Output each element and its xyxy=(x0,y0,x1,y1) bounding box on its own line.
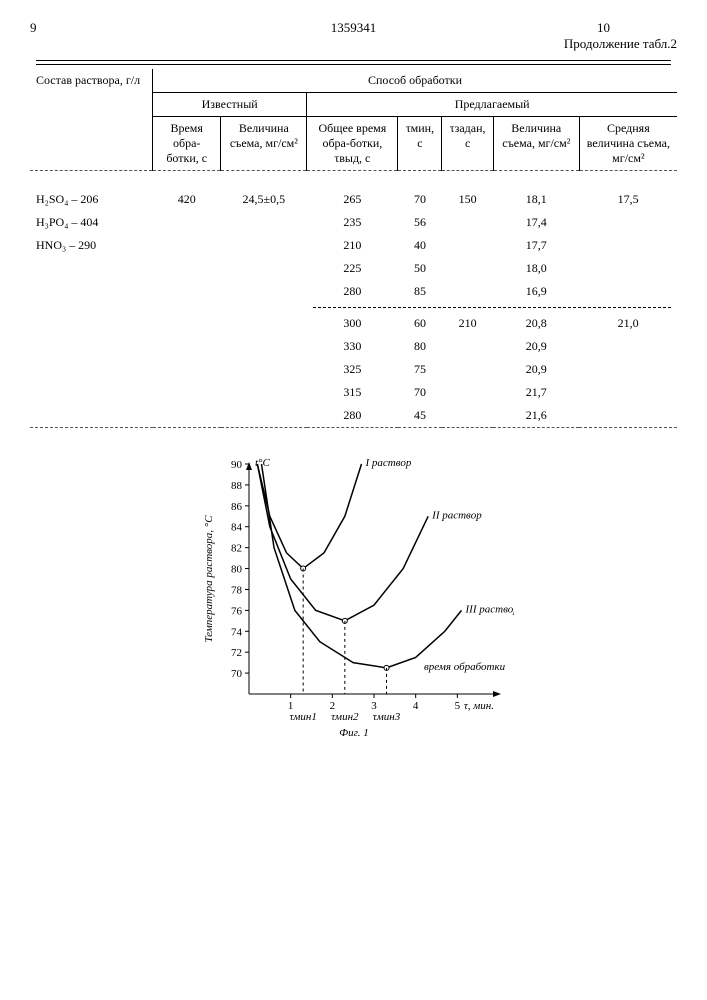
col-tau-zadan: τзадан, с xyxy=(442,117,493,171)
cell: 18,0 xyxy=(493,257,579,280)
svg-text:76: 76 xyxy=(231,605,243,617)
svg-text:86: 86 xyxy=(231,501,243,513)
cell: 235 xyxy=(307,211,398,234)
figure-1: 707274767880828486889012345t°CТемператур… xyxy=(30,449,677,739)
cell: 315 xyxy=(307,381,398,404)
col-method: Способ обработки xyxy=(153,69,678,93)
svg-text:84: 84 xyxy=(231,522,243,534)
cell: 60 xyxy=(398,312,442,335)
svg-text:72: 72 xyxy=(231,647,242,659)
cell: 330 xyxy=(307,335,398,358)
col-known-val: Величина съема, мг/см² xyxy=(221,117,307,171)
table-row: 280 45 21,6 xyxy=(30,404,677,428)
svg-text:τмин3: τмин3 xyxy=(372,711,400,723)
cell: 18,1 xyxy=(493,188,579,211)
svg-text:90: 90 xyxy=(231,459,243,471)
table-continuation-label: Продолжение табл.2 xyxy=(30,36,677,52)
col-proposed: Предлагаемый xyxy=(307,93,677,117)
col-compos: Состав раствора, г/л xyxy=(30,69,153,171)
table-row: 315 70 21,7 xyxy=(30,381,677,404)
cell: 265 xyxy=(307,188,398,211)
col-known: Известный xyxy=(153,93,307,117)
svg-text:I раствор: I раствор xyxy=(364,457,411,469)
svg-text:78: 78 xyxy=(231,584,243,596)
svg-text:82: 82 xyxy=(231,543,242,555)
cell: 210 xyxy=(307,234,398,257)
table-row: H₃PO₄ – 404 235 56 17,4 xyxy=(30,211,677,234)
cell: 16,9 xyxy=(493,280,579,303)
table-row: HNO₃ – 290 210 40 17,7 xyxy=(30,234,677,257)
col-val: Величина съема, мг/см² xyxy=(493,117,579,171)
svg-text:5: 5 xyxy=(454,700,460,712)
cell: 56 xyxy=(398,211,442,234)
svg-text:III раствор: III раствор xyxy=(464,603,514,615)
chem-3: HNO₃ – 290 xyxy=(30,234,153,257)
cell: 24,5±0,5 xyxy=(221,188,307,211)
cell: 17,7 xyxy=(493,234,579,257)
svg-text:τмин2: τмин2 xyxy=(331,711,359,723)
cell: 280 xyxy=(307,280,398,303)
svg-text:74: 74 xyxy=(231,626,243,638)
cell: 17,4 xyxy=(493,211,579,234)
cell: 325 xyxy=(307,358,398,381)
col-tau-min: τмин, с xyxy=(398,117,442,171)
cell: 280 xyxy=(307,404,398,428)
cell: 210 xyxy=(442,312,493,335)
cell: 20,9 xyxy=(493,335,579,358)
svg-text:88: 88 xyxy=(231,480,243,492)
table-row: H₂SO₄ – 206 420 24,5±0,5 265 70 150 18,1… xyxy=(30,188,677,211)
cell: 75 xyxy=(398,358,442,381)
svg-text:II раствор: II раствор xyxy=(431,509,482,521)
patent-number: 1359341 xyxy=(110,20,597,36)
cell: 150 xyxy=(442,188,493,211)
cell: 70 xyxy=(398,188,442,211)
cell: 70 xyxy=(398,381,442,404)
cell: 40 xyxy=(398,234,442,257)
cell: 85 xyxy=(398,280,442,303)
cell: 50 xyxy=(398,257,442,280)
chem-2: H₃PO₄ – 404 xyxy=(30,211,153,234)
table-row: 330 80 20,9 xyxy=(30,335,677,358)
cell: 17,5 xyxy=(579,188,677,211)
svg-text:τмин1: τмин1 xyxy=(289,711,316,723)
svg-text:4: 4 xyxy=(412,700,418,712)
page-num-left: 9 xyxy=(30,20,110,36)
cell: 45 xyxy=(398,404,442,428)
data-table: Состав раствора, г/л Способ обработки Из… xyxy=(30,56,677,429)
table-row: 300 60 210 20,8 21,0 xyxy=(30,312,677,335)
svg-text:время обработки: время обработки xyxy=(424,661,506,673)
svg-text:τ, мин.: τ, мин. xyxy=(463,700,493,712)
col-known-time: Время обра-ботки, с xyxy=(153,117,221,171)
page-num-right: 10 xyxy=(597,20,677,36)
cell: 300 xyxy=(307,312,398,335)
col-avg: Средняя величина съема, мг/см² xyxy=(579,117,677,171)
col-total-time: Общее время обра-ботки, τвыд, с xyxy=(307,117,398,171)
cell: 420 xyxy=(153,188,221,211)
svg-text:Фиг. 1: Фиг. 1 xyxy=(339,727,369,739)
table-row: 325 75 20,9 xyxy=(30,358,677,381)
table-row: 225 50 18,0 xyxy=(30,257,677,280)
page-header: 9 1359341 10 xyxy=(30,20,677,36)
cell: 20,8 xyxy=(493,312,579,335)
cell: 225 xyxy=(307,257,398,280)
cell: 21,6 xyxy=(493,404,579,428)
cell: 80 xyxy=(398,335,442,358)
cell: 20,9 xyxy=(493,358,579,381)
svg-text:Температура раствора, °C: Температура раствора, °C xyxy=(203,515,215,643)
cell: 21,7 xyxy=(493,381,579,404)
table-row: 280 85 16,9 xyxy=(30,280,677,303)
cell: 21,0 xyxy=(579,312,677,335)
svg-text:70: 70 xyxy=(231,668,243,680)
chem-1: H₂SO₄ – 206 xyxy=(30,188,153,211)
svg-text:80: 80 xyxy=(231,564,243,576)
